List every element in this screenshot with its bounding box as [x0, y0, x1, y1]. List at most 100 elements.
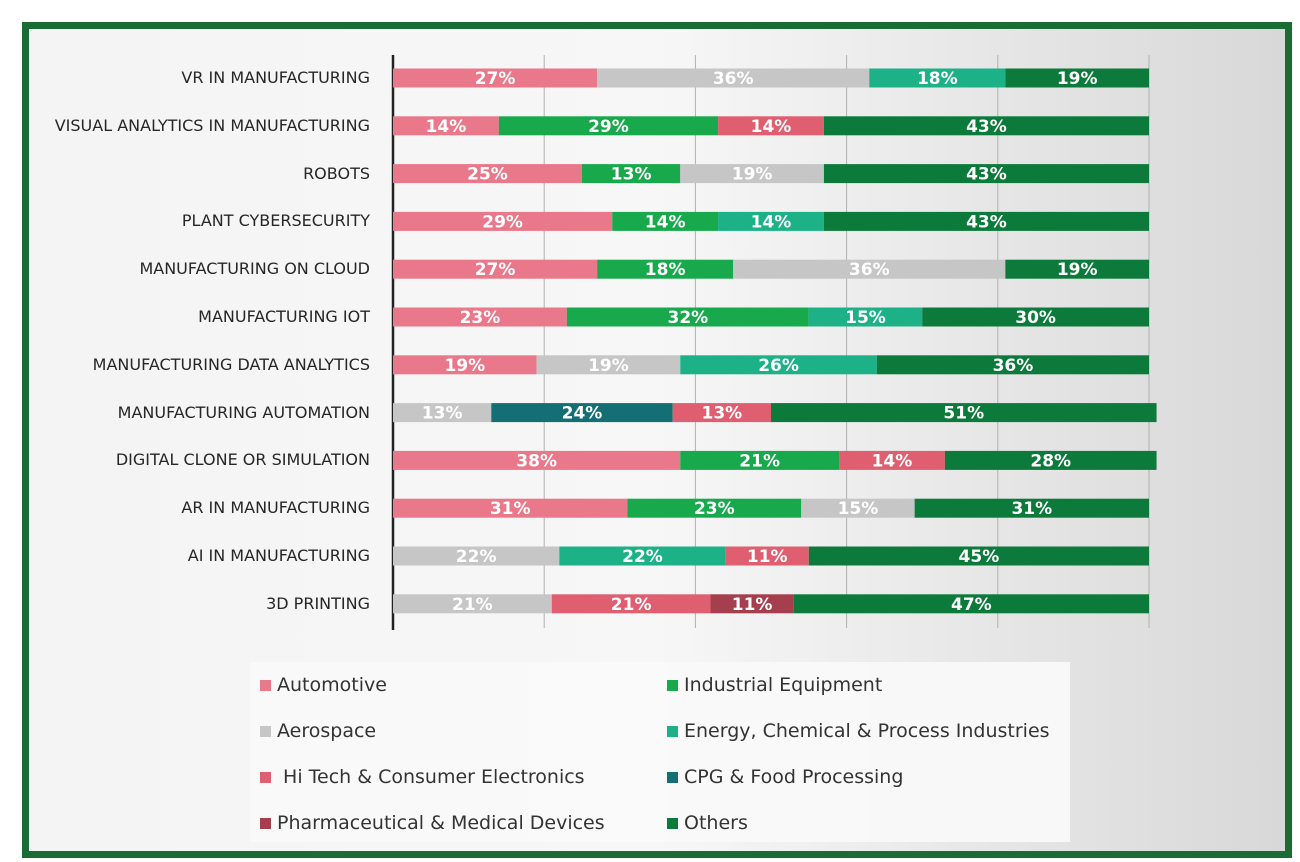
value-label: 47%	[951, 595, 992, 615]
bar-segment	[771, 403, 1157, 423]
value-label: 43%	[966, 117, 1007, 137]
bar-segment	[498, 116, 719, 136]
value-label: 22%	[456, 547, 497, 567]
bar-segment	[393, 116, 499, 136]
category-label: DIGITAL CLONE OR SIMULATION	[115, 450, 370, 470]
bar-segment	[725, 546, 809, 566]
value-label: 29%	[588, 117, 629, 137]
value-label: 23%	[694, 499, 735, 519]
value-label: 30%	[1015, 308, 1056, 328]
bar-segment	[597, 68, 870, 88]
bar-segment	[801, 498, 915, 518]
bar-segment	[393, 307, 567, 327]
bar-segment	[491, 403, 673, 423]
value-label: 43%	[966, 165, 1007, 185]
category-label: MANUFACTURING AUTOMATION	[117, 402, 370, 422]
value-label: 43%	[966, 212, 1007, 232]
value-label: 21%	[739, 451, 780, 471]
category-label: MANUFACTURING IOT	[198, 307, 370, 326]
value-label: 45%	[959, 547, 1000, 567]
legend-item: Automotive	[260, 674, 387, 696]
bar-segment	[612, 211, 719, 231]
value-label: 27%	[475, 260, 516, 280]
value-label: 26%	[758, 356, 799, 376]
value-label: 18%	[917, 69, 958, 89]
value-label: 36%	[849, 260, 890, 280]
bar-segment	[718, 211, 824, 231]
legend-item: CPG & Food Processing	[667, 766, 903, 788]
legend-item: Others	[667, 812, 748, 834]
category-label: PLANT CYBERSECURITY	[181, 211, 370, 231]
legend-label: Energy, Chemical & Process Industries	[684, 720, 1050, 742]
bar-segment	[536, 355, 681, 375]
bar-segment	[1005, 68, 1149, 88]
bar-segment	[944, 450, 1157, 470]
value-label: 29%	[482, 212, 523, 232]
value-label: 19%	[732, 165, 773, 185]
bar-segment	[680, 355, 877, 375]
legend: Automotive Industrial Equipment Aerospace E…	[250, 662, 1070, 842]
value-label: 22%	[622, 547, 663, 567]
bar-segment	[627, 498, 802, 518]
bar-segment	[566, 307, 809, 327]
category-label: MANUFACTURING DATA ANALYTICS	[92, 354, 370, 374]
bar-segment	[393, 355, 537, 375]
category-label: AI IN MANUFACTURING	[187, 546, 370, 565]
legend-item: Energy, Chemical & Process Industries	[667, 720, 1050, 742]
value-label: 19%	[1057, 260, 1098, 280]
value-label: 15%	[845, 308, 886, 328]
bar-segment	[393, 403, 492, 423]
legend-swatch	[667, 771, 678, 783]
value-label: 11%	[732, 595, 773, 615]
value-label: 25%	[467, 165, 508, 185]
legend-label: Industrial Equipment	[684, 674, 883, 696]
bar-segment	[393, 259, 598, 279]
bar-segment	[808, 307, 923, 327]
bar-segment	[839, 450, 945, 470]
value-label: 19%	[588, 356, 629, 376]
bar-segment	[597, 259, 734, 279]
value-label: 14%	[751, 212, 792, 232]
bar-segment	[680, 164, 824, 184]
value-label: 24%	[562, 404, 603, 424]
category-label: VR IN MANUFACTURING	[181, 68, 370, 87]
legend-swatch	[260, 817, 271, 829]
bar-segment	[823, 116, 1149, 136]
value-label: 31%	[1011, 499, 1052, 519]
value-label: 23%	[460, 308, 501, 328]
bar-segment	[718, 116, 824, 136]
bar-segment	[551, 594, 711, 614]
value-label: 18%	[645, 260, 686, 280]
bar-segment	[393, 211, 613, 231]
legend-item: Aerospace	[260, 720, 376, 742]
bar-segment	[672, 403, 771, 423]
bar-segment	[793, 594, 1149, 614]
value-label: 19%	[444, 356, 485, 376]
bar-segment	[914, 498, 1149, 518]
bar-segment	[680, 450, 840, 470]
legend-swatch	[260, 679, 271, 691]
value-label: 14%	[645, 212, 686, 232]
bar-segment	[393, 594, 552, 614]
legend-label: Others	[684, 812, 748, 834]
bar-segment	[559, 546, 726, 566]
bar-segment	[808, 546, 1149, 566]
bar-segment	[393, 450, 681, 470]
value-label: 13%	[702, 404, 743, 424]
legend-swatch	[260, 725, 271, 737]
category-label: AR IN MANUFACTURING	[181, 498, 370, 518]
legend-label: Pharmaceutical & Medical Devices	[277, 812, 605, 834]
bar-segment	[823, 211, 1149, 231]
value-label: 15%	[838, 499, 879, 519]
category-label: 3D PRINTING	[266, 593, 370, 613]
legend-label: Aerospace	[277, 720, 377, 742]
value-label: 11%	[747, 547, 788, 567]
value-label: 21%	[452, 595, 493, 615]
legend-swatch	[667, 679, 678, 691]
value-label: 51%	[943, 404, 984, 424]
legend-label: Automotive	[277, 674, 387, 696]
bar-segment	[869, 68, 1006, 88]
bar-segment	[710, 594, 794, 614]
